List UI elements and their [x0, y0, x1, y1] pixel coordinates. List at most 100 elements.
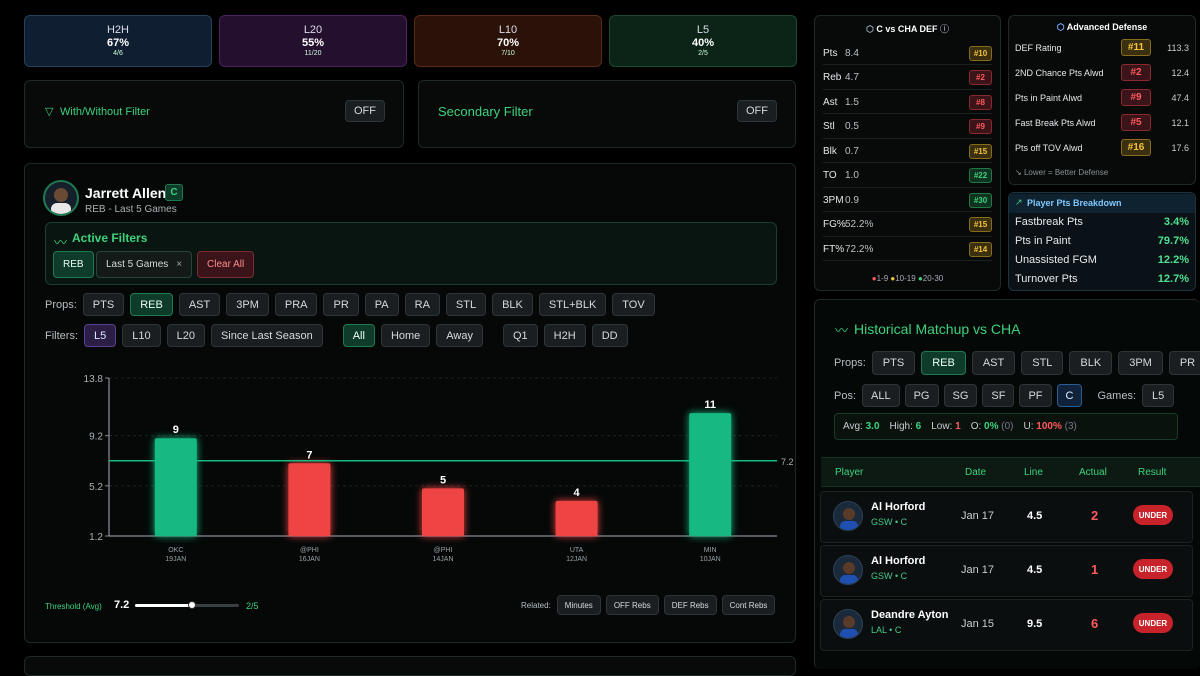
filter-h2h-button[interactable]: H2H: [543, 324, 586, 347]
clear-all-button[interactable]: Clear All: [197, 251, 255, 278]
over-count: (0): [1001, 421, 1014, 432]
history-games-l5[interactable]: L5: [1142, 384, 1175, 407]
history-prop-reb-button[interactable]: REB: [921, 351, 966, 375]
player-avatar: [833, 501, 863, 531]
bar-uta-12jan[interactable]: [555, 500, 598, 536]
history-prop-stl-button[interactable]: STL: [1021, 351, 1064, 375]
remove-icon[interactable]: ×: [176, 259, 183, 270]
bar-phi-14jan[interactable]: [422, 488, 464, 536]
def-header: ⬡ C vs CHA DEF ⓘ: [815, 22, 1000, 35]
player-headshot-icon: [840, 616, 858, 638]
prop-stl-button[interactable]: STL: [445, 293, 487, 316]
threshold-line-label: 7.2: [781, 457, 794, 467]
prop-pts-button[interactable]: PTS: [82, 293, 125, 316]
def-row-ft: FT% 72.2% #14: [823, 238, 992, 261]
history-pos-sf-button[interactable]: SF: [982, 384, 1015, 407]
threshold-value: 7.2: [114, 599, 130, 611]
prop-blk-button[interactable]: BLK: [492, 293, 533, 316]
player-name: Jarrett Allen: [85, 185, 167, 201]
filter-since-last-season-button[interactable]: Since Last Season: [210, 324, 323, 347]
prop-pra-button[interactable]: PRA: [274, 293, 318, 316]
history-pos-pf-button[interactable]: PF: [1019, 384, 1052, 407]
x-tick-date: 19JAN: [165, 556, 186, 563]
history-prop-pr-button[interactable]: PR: [1168, 351, 1200, 375]
history-table-row[interactable]: Deandre Ayton LAL • C Jan 15 9.5 6 UNDER: [820, 599, 1193, 651]
adv-stat-name: Pts in Paint Alwd: [1015, 92, 1083, 103]
bar-phi-16jan[interactable]: [288, 463, 331, 536]
row-line: 4.5: [1027, 510, 1043, 522]
props-buttons: PTS REB AST 3PM PRA PR PA RA STL BLK STL+BLK TOV: [82, 293, 661, 316]
prop-reb-button[interactable]: REB: [130, 293, 173, 316]
breakdown-name: Turnover Pts: [1015, 273, 1078, 285]
adv-rank-badge: #16: [1121, 139, 1151, 156]
history-prop-blk-button[interactable]: BLK: [1069, 351, 1113, 375]
filter-buttons: L5 L10 L20 Since Last Season All Home Away Q1 H2…: [84, 324, 634, 347]
def-rank-badge: #8: [969, 94, 992, 110]
stat-card-l5[interactable]: L5 40% 2/5: [609, 15, 797, 67]
breakdown-name: Pts in Paint: [1015, 235, 1071, 247]
prop-pr-button[interactable]: PR: [323, 293, 359, 316]
filter-l5-button[interactable]: L5: [84, 324, 117, 347]
threshold-slider[interactable]: [135, 601, 239, 609]
history-prop-3pm-button[interactable]: 3PM: [1118, 351, 1163, 375]
filter-q1-button[interactable]: Q1: [502, 324, 538, 347]
filters-row: Filters: L5 L10 L20 Since Last Season All Hom…: [45, 324, 634, 347]
related-cont-rebs-button[interactable]: Cont Rebs: [721, 595, 776, 615]
filter-l10-button[interactable]: L10: [122, 324, 161, 347]
adv-stat-name: DEF Rating: [1015, 42, 1062, 53]
x-tick-label: @PHI: [434, 547, 453, 554]
def-stat-value: 1.5: [845, 96, 859, 108]
filter-l20-button[interactable]: L20: [166, 324, 205, 347]
history-table-row[interactable]: Al Horford GSW • C Jan 17 4.5 1 UNDER: [820, 545, 1193, 597]
threshold-hits: 2/5: [246, 601, 259, 611]
y-tick-label: 13.8: [84, 374, 104, 385]
related-def-rebs-button[interactable]: DEF Rebs: [663, 595, 717, 615]
filter-dd-button[interactable]: DD: [591, 324, 628, 347]
filter-home-button[interactable]: Home: [380, 324, 431, 347]
history-pos-pg-button[interactable]: PG: [904, 384, 939, 407]
filter-away-button[interactable]: Away: [436, 324, 483, 347]
position-defense-card: ⬡ C vs CHA DEF ⓘ Pts 8.4 #10 Reb 4.7 #2 Ast 1.5…: [814, 15, 1001, 291]
history-pos-sg-button[interactable]: SG: [943, 384, 978, 407]
prop-stl-blk-button[interactable]: STL+BLK: [538, 293, 607, 316]
stat-card-h2h[interactable]: H2H 67% 4/6: [24, 15, 212, 67]
prop-ast-button[interactable]: AST: [178, 293, 221, 316]
info-icon[interactable]: ⓘ: [940, 24, 950, 34]
stat-pct: 40%: [691, 37, 715, 49]
bar-okc-19jan[interactable]: [154, 438, 197, 536]
row-date: Jan 17: [961, 564, 995, 576]
stat-card-l10[interactable]: L10 70% 7/10: [414, 15, 602, 67]
related-minutes-button[interactable]: Minutes: [556, 595, 601, 615]
stat-card-l20[interactable]: L20 55% 11/20: [219, 15, 407, 67]
with-without-toggle[interactable]: OFF: [345, 100, 385, 122]
history-prop-ast-button[interactable]: AST: [971, 351, 1016, 375]
filter-all-button[interactable]: All: [342, 324, 375, 347]
active-chip-reb[interactable]: REB: [53, 251, 94, 278]
history-prop-pts-button[interactable]: PTS: [871, 351, 916, 375]
history-pos-row: Pos: ALL PG SG SF PF C Games: L5: [834, 384, 1180, 407]
over-value: 0%: [984, 421, 999, 432]
prop-3pm-button[interactable]: 3PM: [226, 293, 269, 316]
threshold-slider-knob[interactable]: [188, 601, 197, 609]
stat-pct: 70%: [496, 37, 520, 49]
prop-tov-button[interactable]: TOV: [612, 293, 655, 316]
secondary-filter-toggle[interactable]: OFF: [737, 100, 777, 122]
legend-dot-red: ●: [871, 274, 877, 283]
adv-note-text: Lower = Better Defense: [1023, 168, 1109, 177]
prop-ra-button[interactable]: RA: [404, 293, 440, 316]
prop-pa-button[interactable]: PA: [364, 293, 399, 316]
advanced-defense-card: ⬡ Advanced Defense DEF Rating #11 113.3 2ND…: [1008, 15, 1196, 185]
active-chip-last-5-games[interactable]: Last 5 Games ×: [96, 251, 193, 278]
adv-note: ↘ Lower = Better Defense: [1015, 168, 1108, 177]
adv-stat-value: 113.3: [1167, 42, 1189, 53]
history-pos-c-button[interactable]: C: [1056, 384, 1083, 407]
bar-min-10jan[interactable]: [689, 413, 732, 536]
def-stat-name: Stl: [823, 121, 835, 132]
adv-rank-badge: #5: [1121, 114, 1151, 131]
history-pos-all-button[interactable]: ALL: [862, 384, 900, 407]
pts-breakdown-card: ↗ Player Pts Breakdown Fastbreak Pts 3.4%…: [1008, 192, 1196, 291]
active-filters-title: Active Filters: [72, 231, 148, 245]
related-off-rebs-button[interactable]: OFF Rebs: [605, 595, 659, 615]
history-table-row[interactable]: Al Horford GSW • C Jan 17 4.5 2 UNDER: [820, 491, 1193, 543]
reb-bar-chart: 13.8 9.2 5.2 1.2 9 OKC 19JAN 7 @PHI 16JAN 5 @PHI 14J…: [84, 374, 794, 563]
